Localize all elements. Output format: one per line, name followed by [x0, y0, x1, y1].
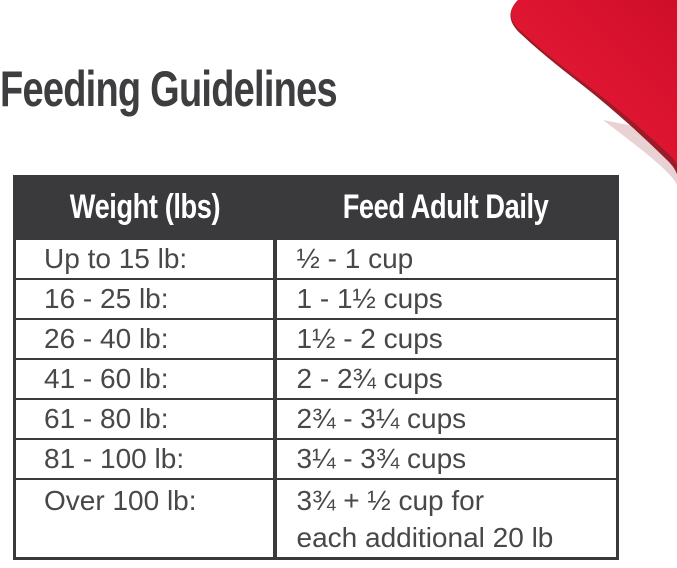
- col-header-weight: Weight (lbs): [13, 175, 276, 240]
- feed-cell: 2¾ - 3¼ cups: [272, 397, 619, 440]
- weight-cell: 41 - 60 lb:: [13, 357, 276, 400]
- feed-cell: 2 - 2¾ cups: [272, 357, 619, 400]
- feed-line-1: 3¾ + ½ cup for: [296, 484, 485, 516]
- col-header-feed: Feed Adult Daily: [273, 175, 619, 240]
- table-row: 16 - 25 lb: 1 - 1½ cups: [13, 277, 619, 320]
- feed-cell: 1½ - 2 cups: [272, 317, 619, 360]
- feed-cell: 3¾ + ½ cup for each additional 20 lb: [272, 477, 619, 560]
- weight-cell: 16 - 25 lb:: [13, 277, 276, 320]
- feed-cell: ½ - 1 cup: [272, 237, 619, 280]
- feed-line-2: each additional 20 lb: [296, 521, 554, 553]
- table-row: 61 - 80 lb: 2¾ - 3¼ cups: [13, 397, 619, 440]
- weight-cell: Up to 15 lb:: [13, 237, 276, 280]
- table-row: Up to 15 lb: ½ - 1 cup: [13, 237, 619, 280]
- feeding-table: Weight (lbs) Feed Adult Daily Up to 15 l…: [13, 175, 619, 560]
- table-header-row: Weight (lbs) Feed Adult Daily: [13, 175, 619, 240]
- table-row: 81 - 100 lb: 3¼ - 3¾ cups: [13, 437, 619, 480]
- swoosh-main: [511, 0, 677, 165]
- table-row: 41 - 60 lb: 2 - 2¾ cups: [13, 357, 619, 400]
- page-title: Feeding Guidelines: [0, 61, 338, 117]
- feed-cell: 1 - 1½ cups: [272, 277, 619, 320]
- swoosh-dark-edge: [510, 0, 677, 175]
- feed-cell: 3¼ - 3¾ cups: [272, 437, 619, 480]
- weight-cell: 61 - 80 lb:: [13, 397, 276, 440]
- table-row: 26 - 40 lb: 1½ - 2 cups: [13, 317, 619, 360]
- weight-cell: 26 - 40 lb:: [13, 317, 276, 360]
- weight-cell: Over 100 lb:: [13, 477, 276, 560]
- table-row: Over 100 lb: 3¾ + ½ cup for each additio…: [13, 477, 619, 560]
- weight-cell: 81 - 100 lb:: [13, 437, 276, 480]
